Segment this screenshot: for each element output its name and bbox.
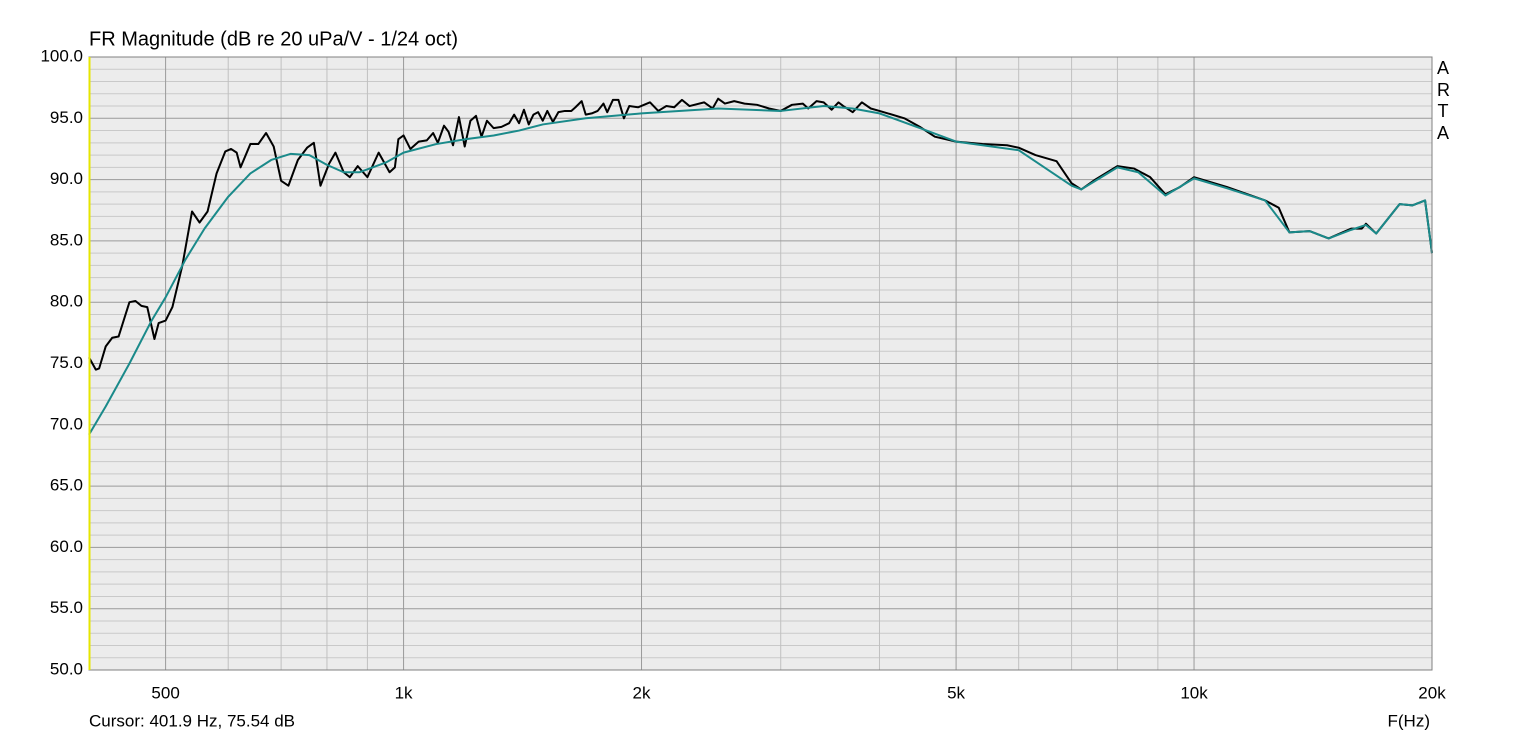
y-tick-label: 70.0 xyxy=(50,414,83,433)
chart-title: FR Magnitude (dB re 20 uPa/V - 1/24 oct) xyxy=(89,28,458,50)
y-tick-label: 55.0 xyxy=(50,598,83,617)
lines xyxy=(88,97,1433,436)
y-tick-label: 100.0 xyxy=(40,46,83,65)
series-line xyxy=(88,105,1433,436)
x-tick-label: 1k xyxy=(395,683,413,702)
x-tick-label: 5k xyxy=(947,683,965,702)
x-tick-label: 500 xyxy=(151,683,179,702)
y-tick-label: 80.0 xyxy=(50,292,83,311)
x-tick-label: 10k xyxy=(1180,683,1208,702)
y-tick-label: 75.0 xyxy=(50,353,83,372)
watermark: ARTA xyxy=(1437,58,1450,143)
y-tick-label: 50.0 xyxy=(50,659,83,678)
y-tick-label: 85.0 xyxy=(50,230,83,249)
y-tick-label: 95.0 xyxy=(50,108,83,127)
y-tick-label: 90.0 xyxy=(50,169,83,188)
grid xyxy=(89,56,1433,671)
x-tick-label: 20k xyxy=(1418,683,1446,702)
x-tick-label: 2k xyxy=(633,683,651,702)
series-line xyxy=(88,97,1433,371)
y-tick-label: 65.0 xyxy=(50,476,83,495)
x-axis-label: F(Hz) xyxy=(1388,711,1430,730)
cursor-readout: Cursor: 401.9 Hz, 75.54 dB xyxy=(89,711,295,730)
y-tick-label: 60.0 xyxy=(50,537,83,556)
